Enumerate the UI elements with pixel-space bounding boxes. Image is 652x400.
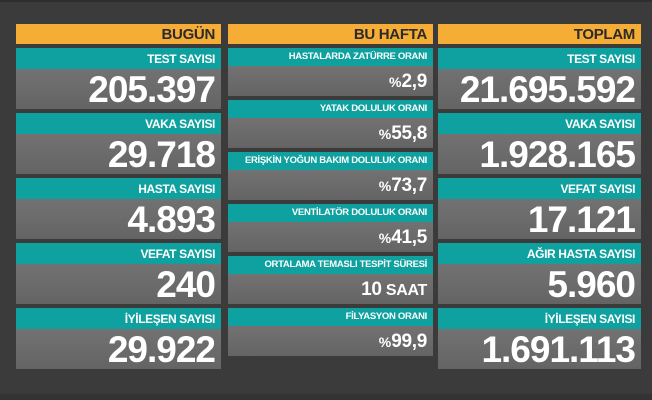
stat-value: 21.695.592 [438, 69, 641, 110]
stat-label: VAKA SAYISI [16, 113, 221, 134]
today-test-card: TEST SAYISI 205.397 [16, 48, 221, 110]
pneumonia-rate-card: HASTALARDA ZATÜRRE ORANI %2,9 [228, 48, 433, 96]
this-week-header: BU HAFTA [228, 24, 433, 44]
stat-value: 240 [16, 264, 221, 305]
filiation-rate-card: FİLYASYON ORANI %99,9 [228, 308, 433, 356]
today-recovered-card: İYİLEŞEN SAYISI 29.922 [16, 308, 221, 370]
today-death-card: VEFAT SAYISI 240 [16, 243, 221, 305]
stat-label: ORTALAMA TEMASLI TESPİT SÜRESİ [228, 256, 433, 274]
stat-label: TEST SAYISI [438, 48, 641, 69]
stat-value: %99,9 [228, 326, 433, 356]
stat-label: İYİLEŞEN SAYISI [438, 308, 641, 329]
total-case-card: VAKA SAYISI 1.928.165 [438, 113, 641, 175]
stat-value: 29.922 [16, 329, 221, 370]
total-recovered-card: İYİLEŞEN SAYISI 1.691.113 [438, 308, 641, 370]
stat-label: VEFAT SAYISI [16, 243, 221, 264]
total-column: TOPLAM TEST SAYISI 21.695.592 VAKA SAYIS… [438, 24, 641, 370]
stat-label: TEST SAYISI [16, 48, 221, 69]
stat-label: VEFAT SAYISI [438, 178, 641, 199]
this-week-column: BU HAFTA HASTALARDA ZATÜRRE ORANI %2,9 Y… [228, 24, 433, 356]
icu-occupancy-card: ERİŞKİN YOĞUN BAKIM DOLULUK ORANI %73,7 [228, 152, 433, 200]
stat-value: 4.893 [16, 199, 221, 240]
stat-label: HASTALARDA ZATÜRRE ORANI [228, 48, 433, 66]
ventilator-occupancy-card: VENTİLATÖR DOLULUK ORANI %41,5 [228, 204, 433, 252]
total-test-card: TEST SAYISI 21.695.592 [438, 48, 641, 110]
stat-label: HASTA SAYISI [16, 178, 221, 199]
stat-value: 205.397 [16, 69, 221, 110]
today-header: BUGÜN [16, 24, 221, 44]
bottom-border [0, 394, 652, 400]
stat-label: ERİŞKİN YOĞUN BAKIM DOLULUK ORANI [228, 152, 433, 170]
stat-value: %73,7 [228, 170, 433, 200]
top-border [0, 0, 652, 2]
today-case-card: VAKA SAYISI 29.718 [16, 113, 221, 175]
total-header: TOPLAM [438, 24, 641, 44]
stat-value: %41,5 [228, 222, 433, 252]
stat-label: VENTİLATÖR DOLULUK ORANI [228, 204, 433, 222]
stat-value: 10 SAAT [228, 274, 433, 304]
total-severe-card: AĞIR HASTA SAYISI 5.960 [438, 243, 641, 305]
total-death-card: VEFAT SAYISI 17.121 [438, 178, 641, 240]
stat-label: YATAK DOLULUK ORANI [228, 100, 433, 118]
stat-value: 1.928.165 [438, 134, 641, 175]
stat-value: 1.691.113 [438, 329, 641, 370]
stat-label: FİLYASYON ORANI [228, 308, 433, 326]
stat-value: 29.718 [16, 134, 221, 175]
stat-value: %2,9 [228, 66, 433, 96]
contact-detection-time-card: ORTALAMA TEMASLI TESPİT SÜRESİ 10 SAAT [228, 256, 433, 304]
stat-value: %55,8 [228, 118, 433, 148]
bed-occupancy-card: YATAK DOLULUK ORANI %55,8 [228, 100, 433, 148]
stat-value: 17.121 [438, 199, 641, 240]
stat-label: İYİLEŞEN SAYISI [16, 308, 221, 329]
stat-value: 5.960 [438, 264, 641, 305]
today-column: BUGÜN TEST SAYISI 205.397 VAKA SAYISI 29… [16, 24, 221, 370]
today-patient-card: HASTA SAYISI 4.893 [16, 178, 221, 240]
stat-label: AĞIR HASTA SAYISI [438, 243, 641, 264]
stat-label: VAKA SAYISI [438, 113, 641, 134]
